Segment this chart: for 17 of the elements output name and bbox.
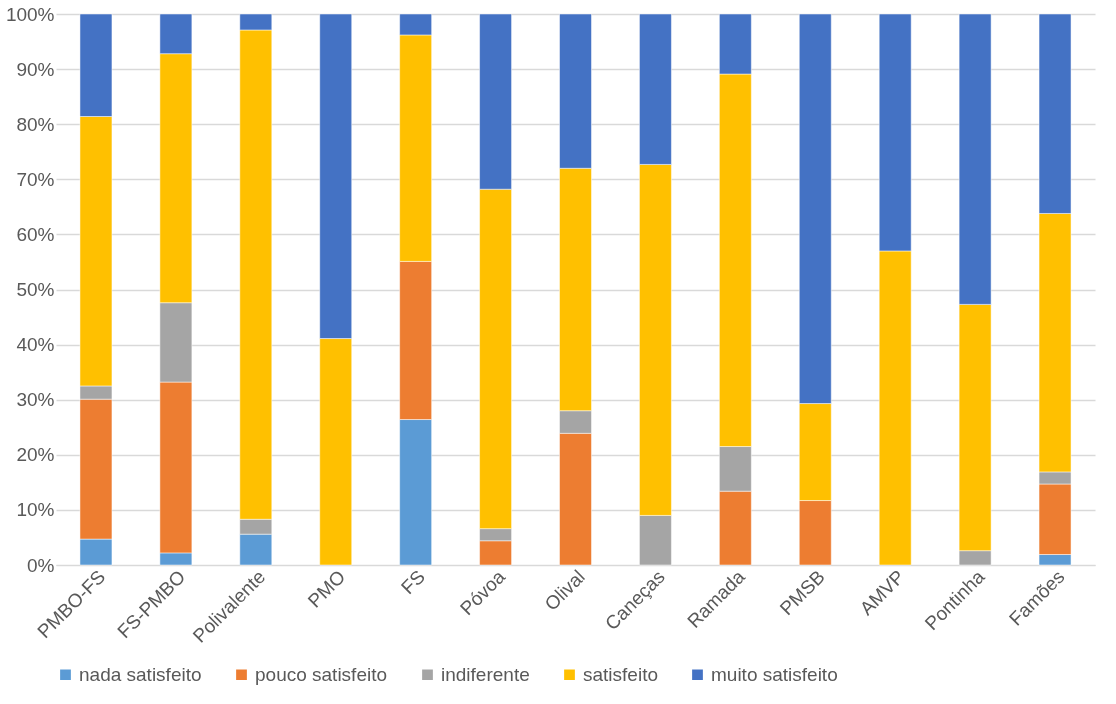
y-tick-label: 60%: [16, 223, 55, 245]
y-tick-label: 100%: [5, 3, 55, 25]
y-tick-label: 80%: [16, 113, 55, 135]
y-tick-label: 30%: [16, 389, 55, 411]
y-tick-label: 0%: [27, 554, 55, 576]
legend-label: satisfeito: [583, 663, 658, 685]
y-tick-label: 40%: [16, 334, 55, 356]
y-tick-label: 10%: [16, 499, 55, 521]
y-tick-label: 70%: [16, 168, 55, 190]
legend-label: muito satisfeito: [711, 663, 838, 685]
y-tick-label: 50%: [16, 279, 55, 300]
legend-label: nada satisfeito: [79, 663, 202, 685]
y-tick-label: 90%: [16, 58, 55, 80]
legend-label: indiferente: [441, 663, 530, 685]
x-tick-label: FS: [397, 566, 430, 599]
y-tick-label: 20%: [16, 444, 55, 466]
legend-label: pouco satisfeito: [255, 663, 388, 685]
